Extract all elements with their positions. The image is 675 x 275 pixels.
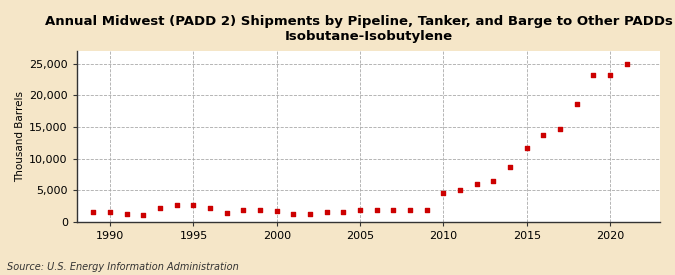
Point xyxy=(321,209,332,214)
Point xyxy=(571,101,582,106)
Point xyxy=(105,209,115,214)
Point xyxy=(354,208,365,213)
Point xyxy=(538,133,549,137)
Point xyxy=(505,164,516,169)
Point xyxy=(171,202,182,207)
Point xyxy=(155,206,165,210)
Point xyxy=(588,73,599,77)
Point xyxy=(455,188,466,192)
Point xyxy=(254,208,265,213)
Point xyxy=(288,211,299,216)
Point xyxy=(271,209,282,213)
Point xyxy=(605,73,616,77)
Point xyxy=(138,213,149,217)
Point xyxy=(521,145,532,150)
Point xyxy=(238,208,249,213)
Point xyxy=(388,208,399,212)
Text: Source: U.S. Energy Information Administration: Source: U.S. Energy Information Administ… xyxy=(7,262,238,272)
Point xyxy=(88,210,99,214)
Point xyxy=(438,191,449,196)
Point xyxy=(371,208,382,212)
Point xyxy=(221,211,232,215)
Y-axis label: Thousand Barrels: Thousand Barrels xyxy=(15,91,25,182)
Point xyxy=(122,212,132,216)
Point xyxy=(405,208,416,213)
Title: Annual Midwest (PADD 2) Shipments by Pipeline, Tanker, and Barge to Other PADDs : Annual Midwest (PADD 2) Shipments by Pip… xyxy=(45,15,675,43)
Point xyxy=(205,206,215,211)
Point xyxy=(304,212,315,216)
Point xyxy=(621,62,632,66)
Point xyxy=(421,208,432,213)
Point xyxy=(188,203,199,208)
Point xyxy=(488,179,499,183)
Point xyxy=(338,209,349,214)
Point xyxy=(471,182,482,187)
Point xyxy=(555,126,566,131)
